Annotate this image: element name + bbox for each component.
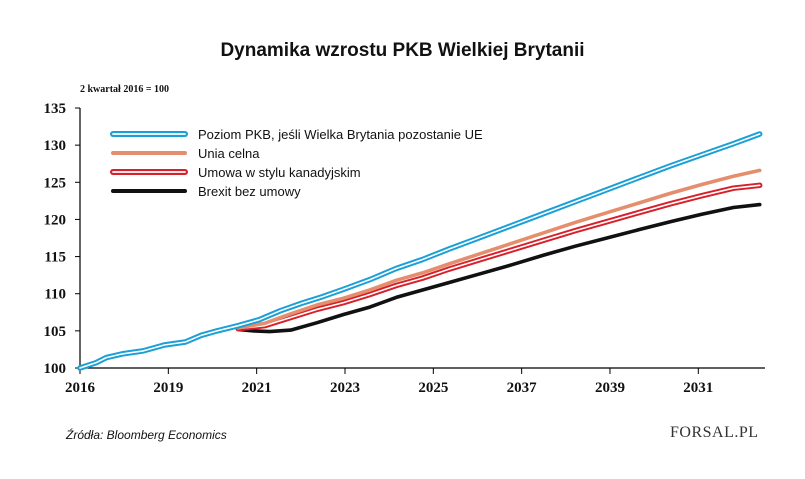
legend-label: Umowa w stylu kanadyjskim: [198, 165, 361, 180]
y-tick-label: 100: [44, 361, 67, 377]
x-tick-label: 2021: [242, 380, 272, 396]
legend-label: Brexit bez umowy: [198, 184, 301, 199]
y-axis-label: 2 kwartał 2016 = 100: [80, 84, 170, 95]
chart-title: Dynamika wzrostu PKB Wielkiej Brytanii: [220, 40, 585, 61]
x-tick-label: 2016: [65, 380, 96, 396]
legend-label: Unia celna: [198, 146, 260, 161]
y-tick-label: 105: [44, 324, 67, 340]
y-tick-label: 135: [44, 101, 67, 117]
x-tick-label: 2023: [330, 380, 360, 396]
legend-label: Poziom PKB, jeśli Wielka Brytania pozost…: [198, 127, 483, 142]
series-line-core: [237, 184, 761, 330]
x-tick-label: 2025: [418, 380, 448, 396]
series-line-outline: [235, 182, 763, 332]
y-tick-label: 120: [44, 212, 67, 228]
y-tick-label: 130: [44, 138, 67, 154]
forsal-logo: FORSAL.PL: [670, 424, 759, 441]
series-line-core: [79, 133, 761, 369]
series-line: [236, 202, 762, 334]
x-tick-label: 2031: [683, 380, 713, 396]
y-tick-label: 125: [44, 175, 67, 191]
x-tick-label: 2019: [153, 380, 183, 396]
x-tick-label: 2037: [507, 380, 538, 396]
series-line: [236, 168, 762, 330]
y-tick-label: 115: [44, 250, 66, 266]
x-tick-label: 2039: [595, 380, 625, 396]
y-tick-label: 110: [44, 287, 66, 303]
source-note: Źródła: Bloomberg Economics: [66, 428, 227, 442]
